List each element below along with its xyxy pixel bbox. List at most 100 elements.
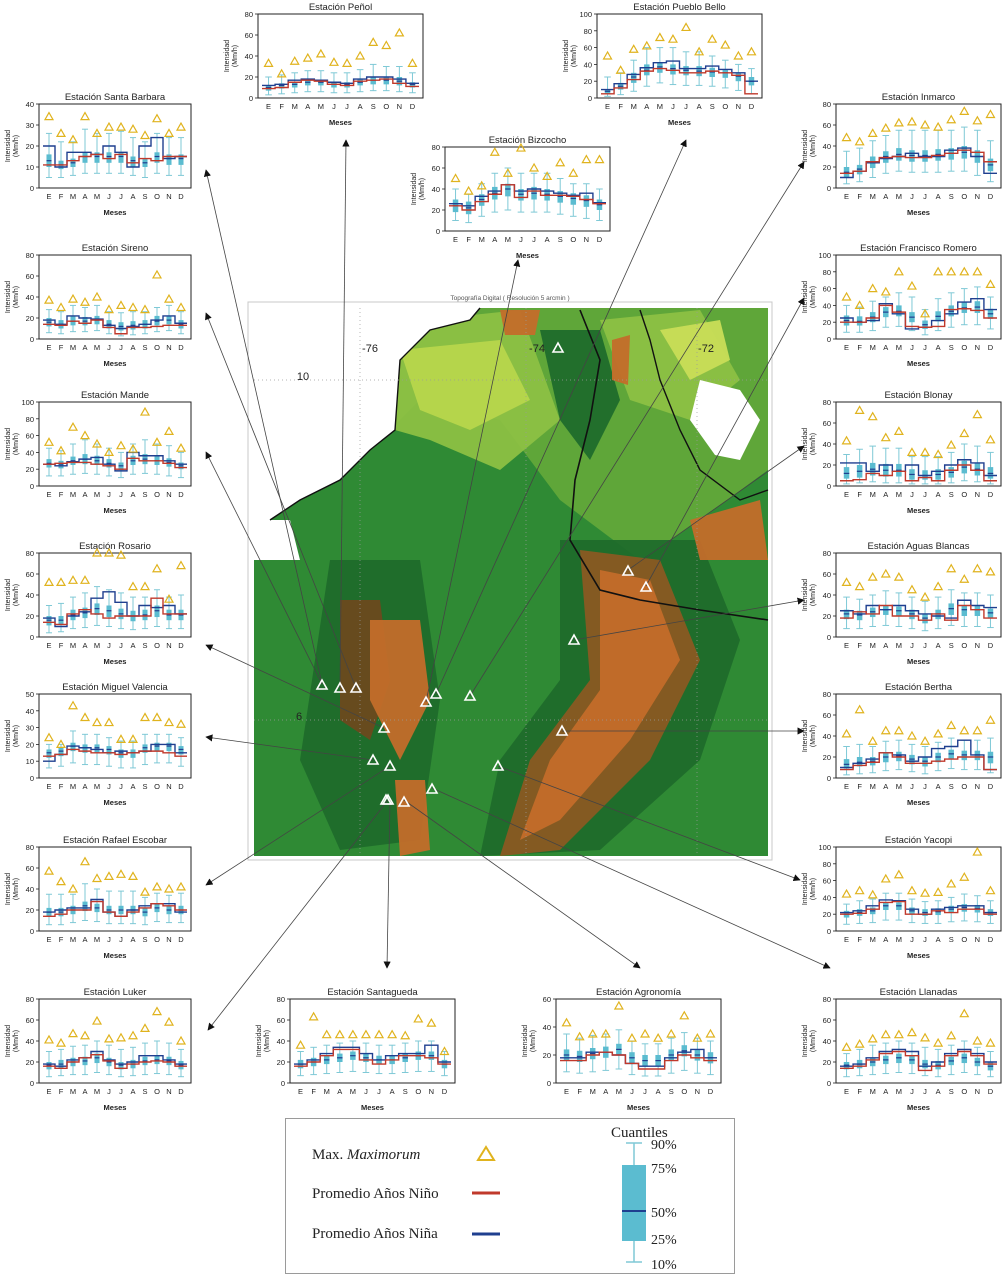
max-maximorum-marker <box>628 44 639 53</box>
nina-series-line <box>43 136 187 168</box>
x-tick-label: E <box>298 1087 303 1096</box>
panel-title: Estación Rosario <box>79 541 151 552</box>
station-marker-icon <box>377 721 391 733</box>
max-maximorum-marker <box>387 1029 398 1039</box>
panel-title: Estación Agronomía <box>596 987 682 998</box>
x-tick-label: J <box>119 192 123 201</box>
quartile-box <box>154 152 160 163</box>
x-tick-label: A <box>697 102 702 111</box>
y-tick-label: 80 <box>26 995 34 1004</box>
station-arrow <box>205 312 357 689</box>
y-tick-label: 40 <box>26 1037 34 1046</box>
panel-plot-area <box>38 846 192 932</box>
x-tick-label: M <box>70 782 76 791</box>
station-panel: Estación Rafael Escobar 0 20 40 60 80 Intensid… <box>5 835 192 960</box>
x-tick-label: S <box>558 235 563 244</box>
x-tick-label: O <box>961 1087 967 1096</box>
max-maximorum-marker <box>115 300 127 309</box>
x-axis-label: Meses <box>104 951 127 960</box>
x-axis-label: Meses <box>627 1103 650 1112</box>
max-maximorum-marker <box>692 1032 703 1042</box>
max-maximorum-marker <box>946 266 957 276</box>
station-panel: Estación Yacopi 0 20 40 60 80 100 Intensidad(Mm… <box>802 835 1002 960</box>
max-maximorum-marker <box>103 871 115 881</box>
nino-series-line <box>840 149 997 174</box>
max-maximorum-marker <box>641 40 652 50</box>
max-maximorum-marker <box>79 856 91 866</box>
x-tick-label: M <box>896 935 902 944</box>
coastline <box>639 309 769 501</box>
x-tick-label: D <box>178 490 184 499</box>
station-arrow <box>207 799 389 1031</box>
max-maximorum-marker <box>79 712 91 722</box>
terrain-region <box>660 320 730 380</box>
max-maximorum-marker <box>985 109 996 119</box>
panel-plot-area <box>835 552 1002 638</box>
nino-series-line <box>294 1048 451 1067</box>
y-tick-label: 0 <box>30 774 34 783</box>
x-tick-label: A <box>883 343 888 352</box>
max-maximorum-marker <box>328 57 339 66</box>
x-tick-label: J <box>923 1087 927 1096</box>
quartile-box <box>82 152 88 163</box>
x-tick-label: A <box>883 192 888 201</box>
y-tick-label: 20 <box>823 163 831 172</box>
x-tick-label: O <box>961 490 967 499</box>
x-tick-label: J <box>119 641 123 650</box>
x-tick-label: A <box>936 782 941 791</box>
max-maximorum-marker <box>985 566 996 576</box>
max-maximorum-marker <box>308 1011 319 1021</box>
x-tick-label: S <box>949 343 954 352</box>
max-maximorum-marker <box>115 440 127 450</box>
max-maximorum-marker <box>854 704 865 714</box>
x-tick-label: D <box>178 1087 184 1096</box>
max-maximorum-marker <box>854 1038 865 1048</box>
x-tick-label: A <box>883 490 888 499</box>
x-tick-label: N <box>975 490 980 499</box>
x-tick-label: O <box>154 641 160 650</box>
x-tick-label: J <box>107 192 111 201</box>
max-maximorum-marker <box>985 1037 996 1047</box>
max-maximorum-marker <box>602 50 613 60</box>
station-panels: Estación Peñol020406080Intensidad(Mm/h)E… <box>5 2 1002 1112</box>
x-tick-label: N <box>736 102 741 111</box>
max-maximorum-marker <box>103 717 115 727</box>
y-tick-label: 80 <box>823 995 831 1004</box>
max-maximorum-marker <box>946 439 957 449</box>
x-axis-label: Meses <box>104 208 127 217</box>
y-tick-label: 60 <box>26 272 34 281</box>
max-maximorum-marker <box>127 734 139 743</box>
y-tick-label: 0 <box>827 1079 831 1088</box>
max-maximorum-marker <box>315 48 326 58</box>
max-maximorum-marker <box>79 297 91 306</box>
max-maximorum-marker <box>933 1037 944 1047</box>
x-tick-label: M <box>870 935 876 944</box>
max-maximorum-marker <box>720 39 731 49</box>
x-axis-label: Meses <box>907 798 930 807</box>
max-maximorum-marker <box>163 293 175 303</box>
x-tick-label: A <box>390 1087 395 1096</box>
map-lon-label: -76 <box>362 343 378 355</box>
x-axis-label: Meses <box>104 798 127 807</box>
y-axis-label: Intensidad(Mm/h) <box>802 873 817 905</box>
quartile-box <box>118 749 124 758</box>
station-arrow <box>205 451 323 685</box>
y-axis-label: Intensidad(Mm/h) <box>802 720 817 752</box>
x-tick-label: D <box>178 935 184 944</box>
x-tick-label: A <box>82 192 87 201</box>
x-tick-label: J <box>119 935 123 944</box>
max-maximorum-marker <box>561 1017 572 1027</box>
y-tick-label: 30 <box>26 121 34 130</box>
panel-title: Estación Mande <box>81 390 149 401</box>
x-tick-label: N <box>166 343 171 352</box>
y-tick-label: 20 <box>823 1058 831 1067</box>
x-tick-label: O <box>961 935 967 944</box>
x-tick-label: M <box>870 782 876 791</box>
station-arrow <box>627 445 805 571</box>
x-tick-label: S <box>142 1087 147 1096</box>
max-maximorum-marker <box>151 1006 163 1016</box>
max-maximorum-marker <box>933 266 944 276</box>
x-tick-label: O <box>154 192 160 201</box>
y-tick-label: 40 <box>823 591 831 600</box>
